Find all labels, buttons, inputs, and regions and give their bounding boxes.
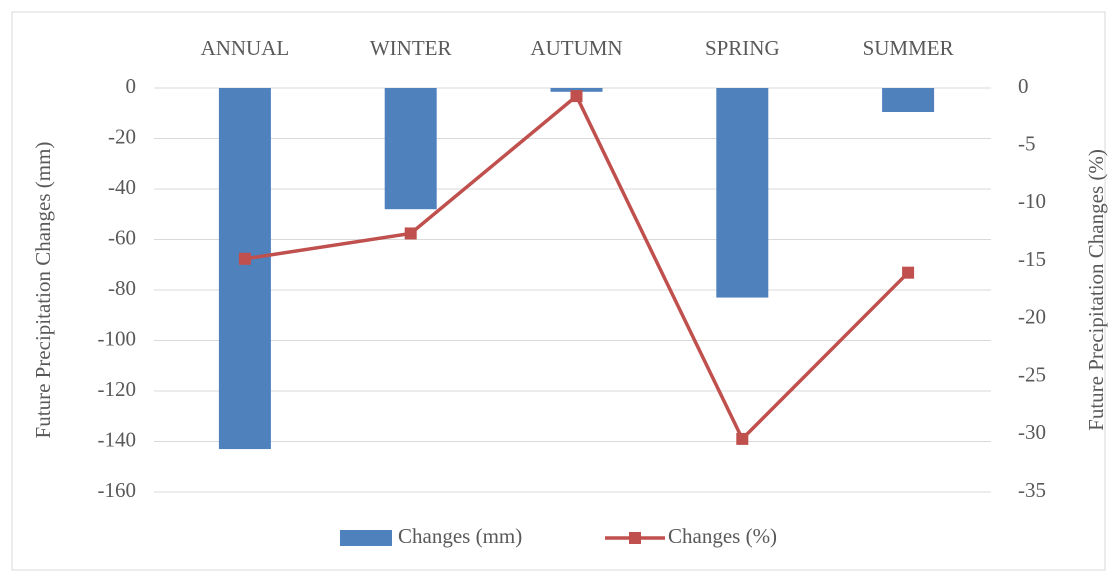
y2-tick-label: -25 (1018, 362, 1046, 386)
y2-tick-label: 0 (1018, 74, 1029, 98)
marker (736, 432, 749, 445)
y-tick-label: -80 (108, 276, 136, 300)
chart-border (11, 11, 1106, 571)
y2-tick-label: -30 (1018, 420, 1046, 444)
y2-tick-label: -5 (1018, 132, 1036, 156)
y2-tick-label: -10 (1018, 189, 1046, 213)
x-tick-label: WINTER (370, 36, 452, 60)
y-tick-label: -140 (98, 427, 137, 451)
legend-swatch-marker (629, 532, 641, 544)
y-tick-label: -120 (98, 377, 137, 401)
y-tick-label: -100 (98, 326, 137, 350)
bar (218, 88, 271, 450)
bar (384, 88, 437, 210)
y-tick-label: -160 (98, 478, 137, 502)
marker (404, 227, 417, 240)
x-tick-label: SUMMER (863, 36, 954, 60)
y-tick-label: -40 (108, 175, 136, 199)
bar (882, 88, 935, 112)
legend-swatch (340, 530, 392, 546)
x-tick-label: SPRING (705, 36, 780, 60)
y-tick-label: -20 (108, 124, 136, 148)
y2-axis-label: Future Precipitation Changes (%) (1084, 149, 1108, 431)
y2-tick-label: -35 (1018, 478, 1046, 502)
x-tick-label: AUTUMN (530, 36, 622, 60)
legend-label: Changes (mm) (398, 524, 522, 548)
marker (902, 266, 915, 279)
y-axis-label: Future Precipitation Changes (mm) (31, 142, 55, 439)
bar (716, 88, 769, 298)
y-tick-label: 0 (126, 74, 137, 98)
x-tick-label: ANNUAL (201, 36, 290, 60)
y2-tick-label: -15 (1018, 247, 1046, 271)
y-tick-label: -60 (108, 225, 136, 249)
legend-label: Changes (%) (668, 524, 777, 548)
marker (238, 252, 251, 265)
bar (550, 88, 603, 92)
marker (570, 90, 583, 103)
y2-tick-label: -20 (1018, 305, 1046, 329)
